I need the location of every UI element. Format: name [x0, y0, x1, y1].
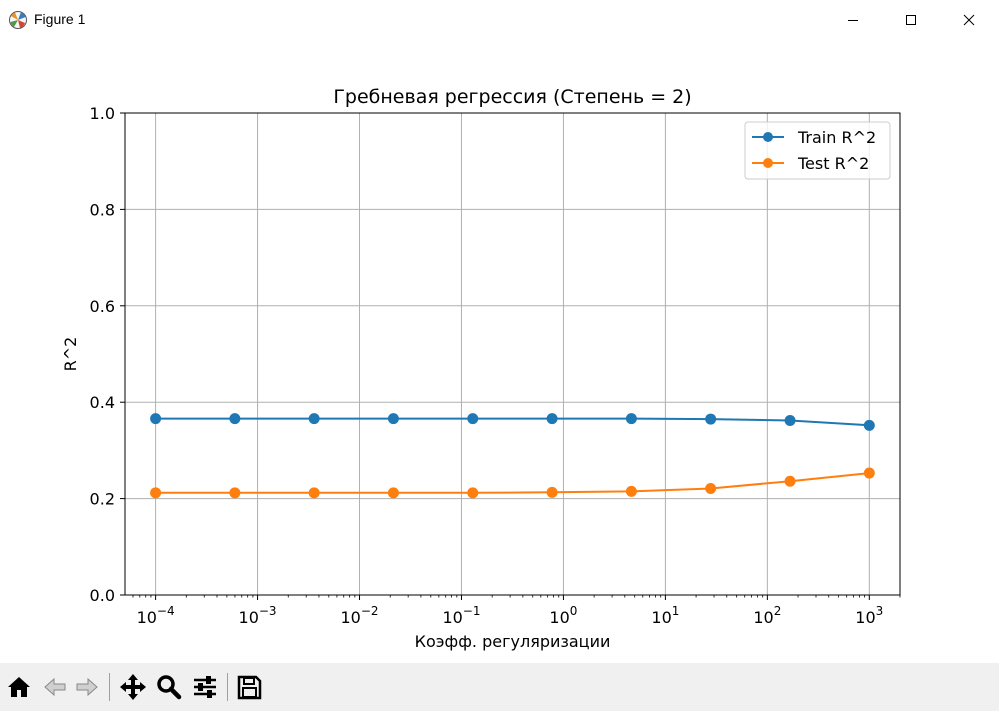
x-axis-ticks: 10−4 10−3 10−2 10−1 100 101 102 103 — [132, 595, 901, 627]
x-tick-label-exponent: −4 — [157, 604, 175, 618]
x-tick-label-exponent: −1 — [463, 604, 481, 618]
series-train — [150, 413, 875, 431]
legend-marker-train — [763, 132, 773, 142]
x-tick-label-base: 10 — [651, 608, 671, 627]
data-point-train — [308, 413, 320, 425]
data-point-test — [467, 487, 479, 499]
y-tick-label: 0.8 — [90, 200, 115, 219]
x-tick-label: 10−4 — [137, 604, 175, 627]
data-point-train — [863, 419, 875, 431]
data-point-train — [705, 413, 717, 425]
configure-subplots-icon — [194, 676, 216, 698]
y-tick-label: 0.2 — [90, 490, 115, 509]
x-tick-label-exponent: 3 — [876, 604, 884, 618]
data-point-train — [387, 413, 399, 425]
x-tick-label: 10−2 — [340, 604, 378, 627]
y-axis-label: R^2 — [61, 337, 80, 372]
close-icon — [963, 14, 975, 26]
configure-subplots-button[interactable] — [190, 672, 220, 702]
maximize-button[interactable] — [882, 0, 940, 40]
x-tick-label-exponent: 2 — [774, 604, 782, 618]
forward-button[interactable] — [72, 672, 102, 702]
legend-label-train: Train R^2 — [797, 128, 876, 147]
x-tick-label-base: 10 — [442, 608, 462, 627]
toolbar-separator — [109, 673, 110, 701]
x-tick-label-exponent: 0 — [570, 604, 578, 618]
data-point-test — [308, 487, 320, 499]
matplotlib-app-icon — [9, 11, 27, 29]
x-tick-label: 102 — [753, 604, 781, 627]
x-tick-label: 101 — [651, 604, 679, 627]
x-tick-label: 10−3 — [239, 604, 277, 627]
x-axis-label: Коэфф. регуляризации — [415, 632, 611, 651]
back-arrow-icon — [44, 677, 66, 697]
window-title: Figure 1 — [34, 11, 86, 27]
y-tick-label: 0.6 — [90, 297, 115, 316]
data-point-test — [229, 487, 241, 499]
data-point-train — [150, 413, 162, 425]
y-tick-label: 0.0 — [90, 586, 115, 605]
minimize-button[interactable] — [824, 0, 882, 40]
legend: Train R^2 Test R^2 — [744, 121, 891, 180]
y-axis-ticks: 0.0 0.2 0.4 0.6 0.8 1.0 — [90, 104, 125, 605]
home-icon — [8, 677, 30, 697]
data-point-test — [705, 482, 717, 494]
zoom-icon — [157, 675, 182, 700]
data-point-train — [625, 413, 637, 425]
x-tick-label-base: 10 — [855, 608, 875, 627]
close-button[interactable] — [940, 0, 998, 40]
pan-button[interactable] — [118, 672, 148, 702]
y-tick-label: 0.4 — [90, 393, 115, 412]
x-tick-label: 103 — [855, 604, 883, 627]
chart-title: Гребневая регрессия (Степень = 2) — [333, 86, 691, 108]
x-tick-label-base: 10 — [137, 608, 157, 627]
series-test — [150, 467, 875, 499]
window-titlebar: Figure 1 — [0, 0, 999, 40]
navigation-toolbar — [0, 663, 999, 711]
x-tick-label: 100 — [549, 604, 577, 627]
data-point-test — [784, 475, 796, 487]
series-layer — [150, 413, 875, 499]
x-tick-label-base: 10 — [753, 608, 773, 627]
data-point-train — [229, 413, 241, 425]
home-button[interactable] — [4, 672, 34, 702]
series-line-test — [155, 472, 870, 494]
data-point-test — [863, 467, 875, 479]
save-button[interactable] — [234, 672, 264, 702]
axes-frame — [124, 112, 901, 596]
series-line-train — [155, 417, 870, 427]
data-point-train — [546, 413, 558, 425]
data-point-test — [150, 487, 162, 499]
figure-canvas[interactable]: 10−4 10−3 10−2 10−1 100 101 102 103 0.00.20.40.… — [0, 40, 999, 663]
minimize-icon — [848, 20, 858, 21]
back-button[interactable] — [40, 672, 70, 702]
x-tick-label-base: 10 — [239, 608, 259, 627]
data-point-train — [467, 413, 479, 425]
maximize-icon — [906, 15, 916, 25]
forward-arrow-icon — [76, 677, 98, 697]
zoom-button[interactable] — [154, 672, 184, 702]
x-tick-label-exponent: 1 — [672, 604, 680, 618]
x-tick-label-exponent: −2 — [361, 604, 379, 618]
data-point-train — [784, 415, 796, 427]
x-tick-label-base: 10 — [340, 608, 360, 627]
x-tick-label-base: 10 — [549, 608, 569, 627]
save-icon — [237, 675, 262, 700]
x-tick-label-exponent: −3 — [259, 604, 277, 618]
y-tick-label: 1.0 — [90, 104, 115, 123]
pan-icon — [120, 674, 146, 700]
legend-marker-test — [763, 158, 773, 168]
x-tick-label: 10−1 — [442, 604, 480, 627]
legend-label-test: Test R^2 — [797, 154, 869, 173]
data-point-test — [387, 487, 399, 499]
data-point-test — [546, 486, 558, 498]
data-point-test — [625, 485, 637, 497]
toolbar-separator — [227, 673, 228, 701]
